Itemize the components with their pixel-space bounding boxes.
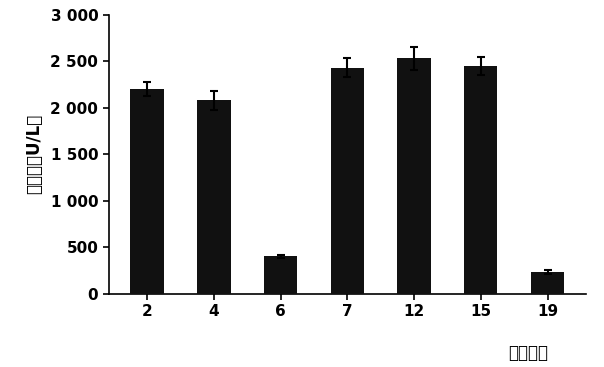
Bar xyxy=(264,257,297,294)
Bar xyxy=(464,66,498,294)
Y-axis label: 醂活性（U/L）: 醂活性（U/L） xyxy=(25,114,43,194)
Bar xyxy=(330,68,364,294)
Bar xyxy=(397,58,431,294)
Bar xyxy=(197,100,231,294)
Bar xyxy=(531,272,564,294)
Bar xyxy=(130,89,164,294)
X-axis label: 菌株编号: 菌株编号 xyxy=(509,344,548,362)
